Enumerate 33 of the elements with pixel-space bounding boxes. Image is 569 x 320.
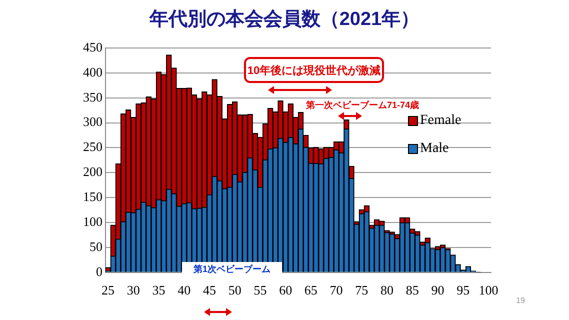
x-tick-label: 35 (152, 282, 166, 298)
x-tick-label: 95 (456, 282, 470, 298)
x-tick-label: 40 (178, 282, 191, 298)
y-tick-label: 200 (83, 164, 102, 180)
y-tick-label: 150 (83, 189, 102, 204)
x-tick-label: 70 (330, 282, 343, 298)
x-tick-label: 30 (126, 282, 140, 298)
annotation: 第一次ベビーブーム71-74歳 (306, 99, 420, 112)
text: 19 (516, 296, 525, 305)
y-tick-label: 300 (83, 114, 102, 130)
x-tick-label: 80 (380, 282, 394, 298)
x-tick-label: 100 (478, 282, 498, 298)
x-tick-label: 75 (355, 282, 368, 298)
y-tick-label: 250 (83, 139, 102, 154)
x-tick-label: 85 (406, 282, 419, 298)
x-tick-label: 90 (431, 282, 444, 298)
x-tick-label: 45 (202, 282, 216, 298)
annotation: 第1次ベビーブーム (182, 262, 282, 277)
x-tick-label: 60 (279, 282, 292, 298)
y-tick-label: 100 (83, 214, 102, 229)
y-tick-label: 350 (83, 89, 102, 104)
x-tick-label: 50 (228, 282, 242, 298)
y-tick-label: 400 (83, 64, 102, 80)
legend-label: Female (420, 113, 462, 129)
legend-label: Male (420, 141, 449, 157)
y-tick-label: 0 (96, 264, 102, 279)
x-tick-label: 65 (304, 282, 318, 298)
chart-title: 年代別の本会会員数（2021年） (148, 8, 421, 32)
y-tick-label: 50 (90, 238, 102, 254)
y-tick-label: 450 (83, 39, 102, 54)
x-tick-label: 55 (254, 282, 267, 298)
annotation: 10年後には現役世代が激減 (244, 57, 384, 83)
x-tick-label: 25 (102, 282, 115, 298)
